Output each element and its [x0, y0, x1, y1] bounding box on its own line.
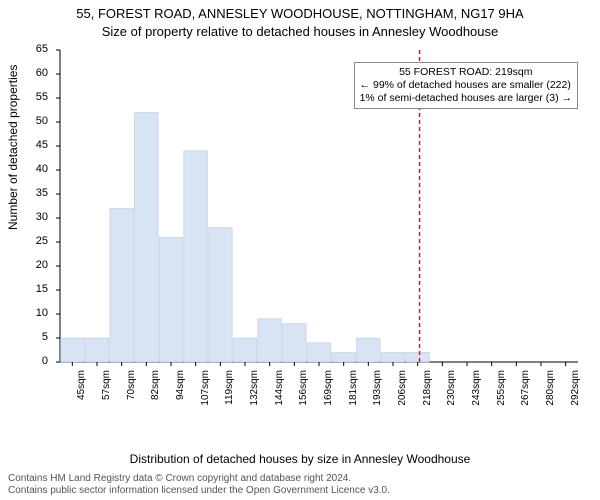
title-address: 55, FOREST ROAD, ANNESLEY WOODHOUSE, NOT… — [0, 6, 600, 21]
x-tick-label: 193sqm — [372, 370, 383, 410]
y-tick-label: 15 — [24, 283, 48, 295]
y-tick-label: 10 — [24, 307, 48, 319]
x-tick-label: 119sqm — [224, 370, 235, 410]
bar — [258, 319, 282, 362]
footnote-line-2: Contains public sector information licen… — [8, 485, 390, 496]
title-subtitle: Size of property relative to detached ho… — [0, 24, 600, 39]
x-tick-label: 132sqm — [249, 370, 260, 410]
x-tick-label: 70sqm — [126, 370, 137, 410]
x-tick-label: 243sqm — [471, 370, 482, 410]
x-tick-label: 144sqm — [274, 370, 285, 410]
bar — [60, 338, 84, 362]
x-tick-label: 94sqm — [175, 370, 186, 410]
bar — [184, 151, 208, 362]
y-axis-label: Number of detached properties — [6, 65, 20, 230]
x-tick-label: 280sqm — [545, 370, 556, 410]
bar — [307, 343, 331, 362]
y-tick-label: 5 — [24, 331, 48, 343]
x-tick-label: 292sqm — [570, 370, 581, 410]
y-tick-label: 55 — [24, 91, 48, 103]
x-tick-label: 107sqm — [200, 370, 211, 410]
y-tick-label: 35 — [24, 187, 48, 199]
x-tick-label: 267sqm — [520, 370, 531, 410]
footnote-line-1: Contains HM Land Registry data © Crown c… — [8, 473, 351, 484]
x-tick-label: 218sqm — [422, 370, 433, 410]
annotation-line-1: 55 FOREST ROAD: 219sqm — [360, 66, 572, 79]
bar — [233, 338, 257, 362]
y-tick-label: 40 — [24, 163, 48, 175]
y-tick-label: 25 — [24, 235, 48, 247]
y-tick-label: 50 — [24, 115, 48, 127]
x-axis-label: Distribution of detached houses by size … — [0, 452, 600, 466]
bar — [381, 352, 405, 362]
x-tick-label: 169sqm — [323, 370, 334, 410]
bar — [134, 112, 158, 362]
x-tick-label: 57sqm — [101, 370, 112, 410]
bar — [332, 352, 356, 362]
bar — [356, 338, 380, 362]
bar — [208, 228, 232, 362]
bar — [406, 352, 430, 362]
x-tick-label: 255sqm — [496, 370, 507, 410]
y-tick-label: 45 — [24, 139, 48, 151]
x-tick-label: 230sqm — [446, 370, 457, 410]
x-tick-label: 156sqm — [298, 370, 309, 410]
figure: 55, FOREST ROAD, ANNESLEY WOODHOUSE, NOT… — [0, 0, 600, 500]
bar — [159, 237, 183, 362]
x-tick-label: 206sqm — [397, 370, 408, 410]
bar — [85, 338, 109, 362]
annotation-line-2: ← 99% of detached houses are smaller (22… — [360, 79, 572, 92]
annotation-line-3: 1% of semi-detached houses are larger (3… — [360, 92, 572, 105]
bar — [282, 324, 306, 362]
y-tick-label: 65 — [24, 43, 48, 55]
x-tick-label: 181sqm — [348, 370, 359, 410]
y-tick-label: 30 — [24, 211, 48, 223]
y-tick-label: 20 — [24, 259, 48, 271]
bar — [110, 208, 134, 362]
y-tick-label: 60 — [24, 67, 48, 79]
y-tick-label: 0 — [24, 355, 48, 367]
annotation-box: 55 FOREST ROAD: 219sqm← 99% of detached … — [354, 62, 578, 109]
x-tick-label: 82sqm — [150, 370, 161, 410]
x-tick-label: 45sqm — [76, 370, 87, 410]
